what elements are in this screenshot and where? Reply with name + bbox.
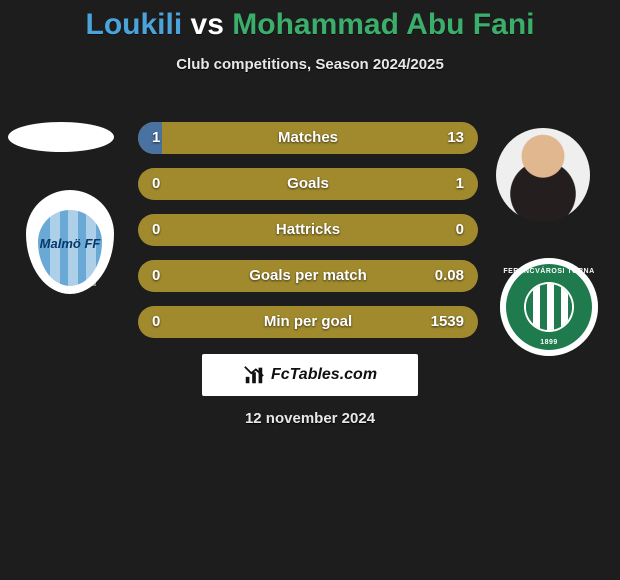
stat-bar: 0Hattricks0 bbox=[138, 214, 478, 246]
player2-name: Mohammad Abu Fani bbox=[232, 8, 534, 41]
player1-name: Loukili bbox=[86, 8, 183, 41]
stat-bar: 1Matches13 bbox=[138, 122, 478, 154]
stat-bar: 0Goals per match0.08 bbox=[138, 260, 478, 292]
player2-club-crest: FERENCVÁROSI TORNA 1899 bbox=[500, 258, 598, 356]
stat-bar: 0Goals1 bbox=[138, 168, 478, 200]
comparison-bars: 1Matches130Goals10Hattricks00Goals per m… bbox=[138, 122, 478, 352]
date: 12 november 2024 bbox=[0, 410, 620, 427]
stat-right-value: 0 bbox=[456, 214, 464, 246]
watermark-text: FcTables.com bbox=[271, 366, 377, 384]
stat-label: Matches bbox=[138, 122, 478, 154]
crest-right-bottom: 1899 bbox=[500, 339, 598, 346]
watermark: FcTables.com bbox=[202, 354, 418, 396]
stat-right-value: 0.08 bbox=[435, 260, 464, 292]
stat-label: Hattricks bbox=[138, 214, 478, 246]
vs-separator: vs bbox=[191, 8, 224, 41]
crest-left-text: Malmö FF bbox=[20, 236, 120, 251]
stat-label: Goals bbox=[138, 168, 478, 200]
chart-icon bbox=[243, 364, 265, 386]
stat-right-value: 1 bbox=[456, 168, 464, 200]
stat-right-value: 1539 bbox=[431, 306, 464, 338]
stat-bar: 0Min per goal1539 bbox=[138, 306, 478, 338]
stat-label: Min per goal bbox=[138, 306, 478, 338]
player2-avatar bbox=[496, 128, 590, 222]
player1-avatar bbox=[8, 122, 114, 152]
stat-right-value: 13 bbox=[447, 122, 464, 154]
player1-club-crest: Malmö FF bbox=[20, 180, 120, 300]
subtitle: Club competitions, Season 2024/2025 bbox=[0, 56, 620, 73]
stat-label: Goals per match bbox=[138, 260, 478, 292]
crest-right-top: FERENCVÁROSI TORNA bbox=[500, 268, 598, 275]
headline: Loukili vs Mohammad Abu Fani bbox=[0, 0, 620, 42]
